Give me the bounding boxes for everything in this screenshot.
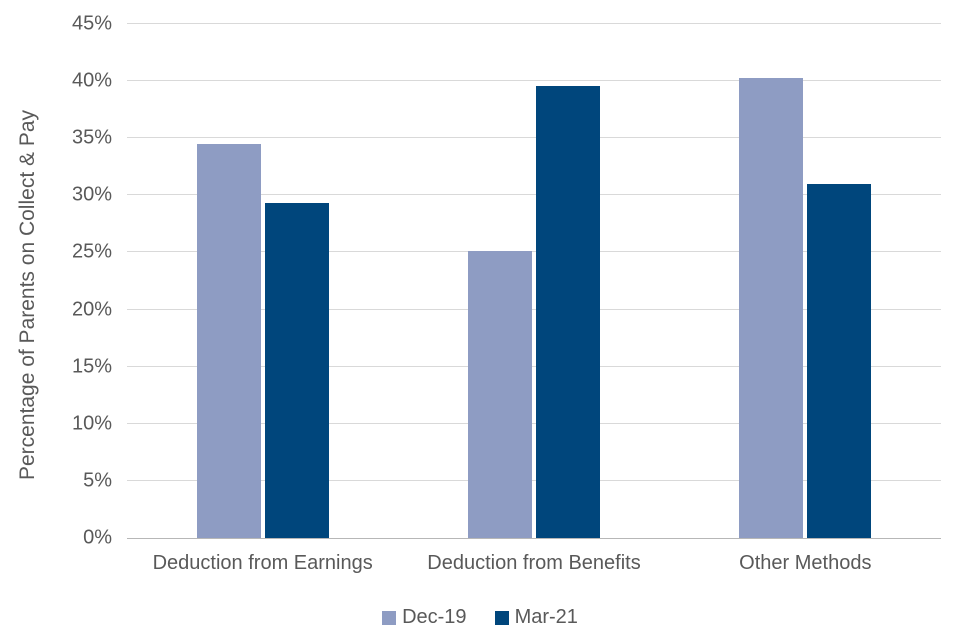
- x-axis-category-labels: Deduction from Earnings Deduction from Be…: [127, 552, 941, 578]
- gridline-5: [127, 479, 941, 481]
- legend-label-dec-19: Dec-19: [402, 606, 467, 628]
- legend-swatch-mar-21: [494, 610, 509, 625]
- bar-dec-19-other-methods: [739, 77, 804, 538]
- y-tick-label-0: 0%: [83, 526, 112, 549]
- y-tick-label-20: 20%: [71, 298, 112, 321]
- plot-area: [127, 23, 941, 539]
- legend-label-mar-21: Mar-21: [514, 606, 578, 628]
- legend: Dec-19 Mar-21: [0, 606, 960, 629]
- gridline-10: [127, 422, 941, 424]
- y-tick-label-45: 45%: [71, 12, 112, 35]
- bar-mar-21-deduction-from-earnings: [264, 203, 329, 538]
- y-axis-tick-labels: 0% 5% 10% 15% 20% 25% 30% 35% 40% 45%: [0, 13, 112, 549]
- y-tick-label-10: 10%: [71, 412, 112, 435]
- y-tick-label-40: 40%: [71, 69, 112, 92]
- legend-item-dec-19: Dec-19: [382, 606, 467, 629]
- x-label-deduction-from-benefits: Deduction from Benefits: [427, 552, 641, 574]
- gridline-25: [127, 251, 941, 253]
- gridline-15: [127, 365, 941, 367]
- y-tick-label-25: 25%: [71, 240, 112, 263]
- gridline-30: [127, 194, 941, 196]
- y-tick-label-30: 30%: [71, 183, 112, 206]
- gridline-45: [127, 23, 941, 24]
- y-tick-label-5: 5%: [83, 469, 112, 492]
- legend-swatch-dec-19: [382, 610, 397, 625]
- bar-mar-21-deduction-from-benefits: [536, 85, 600, 538]
- bar-dec-19-deduction-from-benefits: [468, 251, 532, 538]
- gridline-35: [127, 137, 941, 139]
- bar-dec-19-deduction-from-earnings: [196, 143, 261, 538]
- x-label-other-methods: Other Methods: [739, 552, 872, 574]
- x-label-deduction-from-earnings: Deduction from Earnings: [152, 552, 373, 574]
- gridline-20: [127, 308, 941, 310]
- bar-mar-21-other-methods: [807, 183, 872, 538]
- legend-item-mar-21: Mar-21: [494, 606, 578, 629]
- y-tick-label-35: 35%: [71, 126, 112, 149]
- y-tick-label-15: 15%: [71, 355, 112, 378]
- gridline-40: [127, 80, 941, 82]
